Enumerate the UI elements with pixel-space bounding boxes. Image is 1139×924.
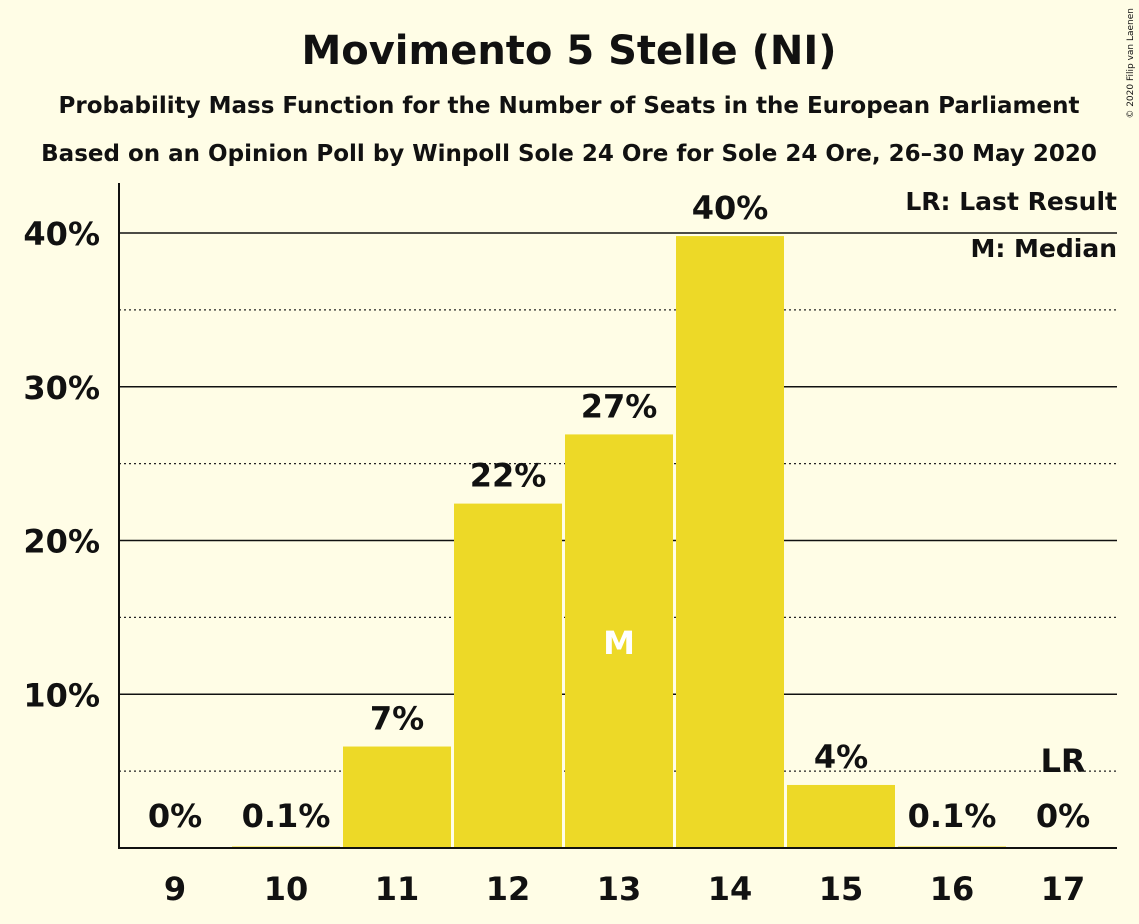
bar [343,746,451,848]
y-tick-label: 20% [23,523,100,561]
bars [232,236,1006,848]
y-tick-label: 10% [23,676,100,714]
bar [676,236,784,848]
bar [454,503,562,848]
chart-subtitle: Probability Mass Function for the Number… [59,93,1080,119]
y-tick-label: 30% [23,369,100,407]
x-tick-label: 16 [930,870,975,908]
axes [118,183,1117,849]
x-tick-label: 17 [1041,870,1086,908]
bar [787,784,895,848]
x-tick-label: 13 [597,870,642,908]
value-label: 0.1% [908,797,997,835]
copyright-note: © 2020 Filip van Laenen [1126,8,1136,119]
value-label: 0% [1036,797,1090,835]
x-tick-label: 9 [164,870,186,908]
value-label: 0.1% [242,797,331,835]
chart-title: Movimento 5 Stelle (NI) [301,28,836,74]
chart-source: Based on an Opinion Poll by Winpoll Sole… [41,141,1097,167]
y-tick-label: 40% [23,215,100,253]
value-label: 4% [814,738,868,776]
x-tick-label: 10 [264,870,309,908]
legend-last-result: LR: Last Result [905,187,1117,216]
value-label: 7% [370,700,424,738]
x-tick-label: 12 [486,870,531,908]
legend-median: M: Median [970,234,1117,263]
value-label: 22% [470,457,547,495]
value-label: 40% [692,189,769,227]
bar [565,434,673,848]
x-tick-label: 15 [819,870,864,908]
x-tick-label: 11 [375,870,420,908]
median-marker: M [603,624,635,662]
value-label: 27% [581,387,658,425]
last-result-marker: LR [1040,742,1085,780]
x-tick-label: 14 [708,870,753,908]
value-label: 0% [148,797,202,835]
value-labels: 0% 9 0.1% 10 7% 11 22% 12 27% 13 M 40% 14 4% 15 0.1% 16 0… [148,189,1090,908]
